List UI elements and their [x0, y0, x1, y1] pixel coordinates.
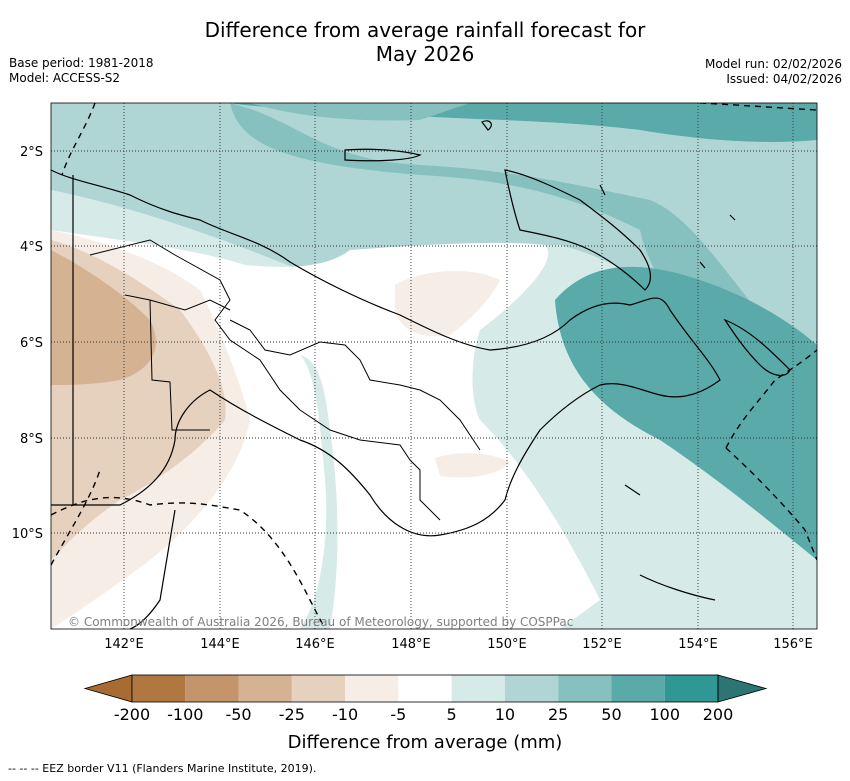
colorbar-tick-label: 5 — [447, 705, 457, 724]
lon-label-146e: 146°E — [295, 637, 335, 652]
colorbar-segment — [451, 675, 505, 702]
colorbar-segment — [345, 675, 399, 702]
province-border-5 — [359, 439, 441, 521]
field-25-50-north — [250, 103, 470, 121]
lon-label-150e: 150°E — [487, 637, 527, 652]
province-border-2 — [124, 294, 231, 311]
colorbar-tick-label: -50 — [225, 705, 251, 724]
colorbar-tick-label: 100 — [649, 705, 680, 724]
rainfall-field — [51, 103, 817, 629]
lon-label-148e: 148°E — [391, 637, 431, 652]
colorbar-segment — [398, 675, 452, 702]
model-run: Model run: 02/02/2026 — [704, 57, 842, 71]
lon-label-142e: 142°E — [104, 637, 144, 652]
gridlines — [51, 103, 817, 629]
eez-border-west — [51, 469, 101, 566]
province-borders — [89, 239, 481, 521]
lat-label-8s: 8°S — [20, 432, 43, 447]
lat-label-6s: 6°S — [20, 336, 43, 351]
colorbar-tick-label: 25 — [548, 705, 568, 724]
province-border-3 — [149, 299, 210, 431]
colorbar-tick-label: -25 — [279, 705, 305, 724]
eez-borders — [51, 103, 817, 629]
province-border-1 — [89, 239, 361, 441]
eez-border-south — [51, 496, 326, 629]
colorbar-segment — [664, 675, 718, 702]
model-name: Model: ACCESS-S2 — [9, 71, 121, 85]
lon-label-144e: 144°E — [200, 637, 240, 652]
meta-left: Base period: 1981-2018 Model: ACCESS-S2 — [9, 56, 154, 86]
lon-label-154e: 154°E — [678, 637, 718, 652]
lon-label-152e: 152°E — [582, 637, 622, 652]
colorbar-segment — [611, 675, 665, 702]
meta-right: Model run: 02/02/2026 Issued: 04/02/2026 — [705, 57, 842, 87]
cape-york-coast — [129, 509, 176, 629]
field-dry-patch-south — [435, 453, 510, 478]
eez-border-ne — [699, 103, 817, 111]
colorbar-tick-label: 200 — [703, 705, 734, 724]
colorbar-segment — [558, 675, 612, 702]
field-dry-patch-central — [395, 270, 500, 337]
colorbar-extend-low — [83, 674, 133, 703]
lat-label-2s: 2°S — [20, 145, 43, 160]
colorbar: -200 -100 -50 -25 -10 -5 5 10 25 50 100 200 — [83, 674, 768, 724]
issued-date: Issued: 04/02/2026 — [726, 72, 842, 86]
title-line-2: May 2026 — [375, 42, 475, 66]
colorbar-tick-label: -200 — [114, 705, 150, 724]
colorbar-outline — [131, 674, 719, 703]
lat-labels: 2°S 4°S 6°S 8°S 10°S — [12, 145, 43, 542]
title-line-1: Difference from average rainfall forecas… — [204, 18, 646, 42]
colorbar-tick-label: -10 — [332, 705, 358, 724]
lat-label-4s: 4°S — [20, 240, 43, 255]
colorbar-segment — [291, 675, 346, 702]
colorbar-segment — [238, 675, 292, 702]
small-islands — [481, 120, 736, 601]
map-title: Difference from average rainfall forecas… — [0, 18, 850, 66]
new-guinea-coast — [51, 169, 721, 537]
new-britain-coast — [504, 169, 652, 291]
colorbar-segment — [132, 675, 186, 702]
lon-label-156e: 156°E — [773, 637, 813, 652]
colorbar-tick-label: 50 — [601, 705, 621, 724]
lat-label-10s: 10°S — [12, 527, 43, 542]
eez-footnote: -- -- -- EEZ border V11 (Flanders Marine… — [8, 762, 317, 775]
colorbar-segment — [504, 675, 559, 702]
map-frame — [50, 102, 818, 630]
field-5-10-strip — [300, 355, 338, 629]
province-border-4 — [229, 319, 481, 451]
field-minus-25-50 — [51, 250, 156, 385]
colorbar-title: Difference from average (mm) — [288, 732, 563, 753]
colorbar-extend-high — [717, 674, 768, 703]
eez-border-east — [725, 349, 817, 449]
copyright-credit: © Commonwealth of Australia 2026, Bureau… — [68, 615, 573, 629]
lon-labels: 142°E 144°E 146°E 148°E 150°E 152°E 154°… — [104, 637, 813, 652]
field-50-100-east — [555, 266, 817, 560]
new-ireland-island — [344, 148, 422, 162]
colorbar-segment — [185, 675, 239, 702]
colorbar-tick-label: -5 — [390, 705, 406, 724]
colorbar-tick-label: 10 — [495, 705, 515, 724]
colorbar-tick-label: -100 — [167, 705, 203, 724]
base-period: Base period: 1981-2018 — [9, 56, 154, 70]
eez-border-se — [725, 447, 817, 561]
